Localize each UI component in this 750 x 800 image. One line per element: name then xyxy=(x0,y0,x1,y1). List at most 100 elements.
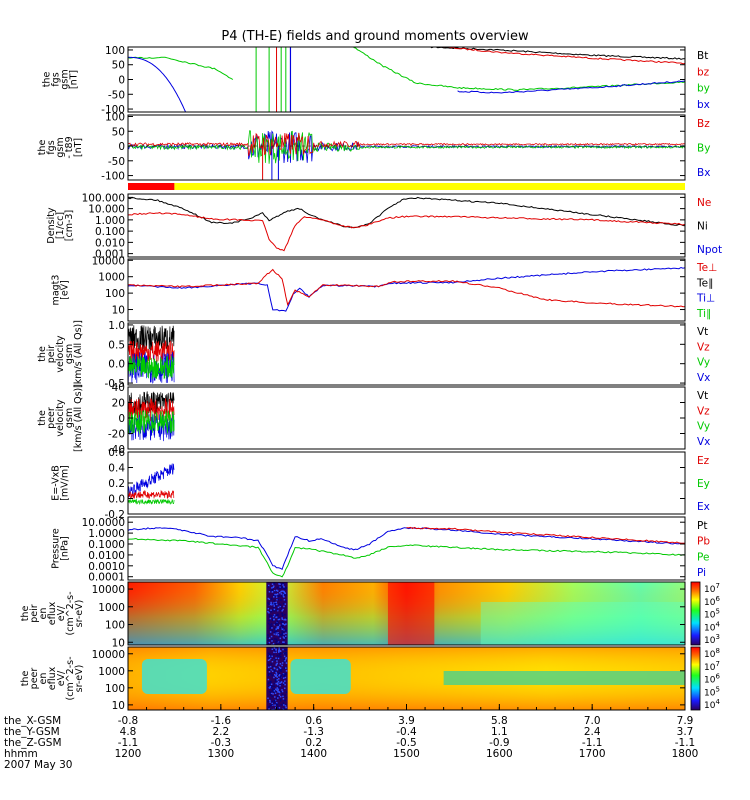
y-axis-label: the xyxy=(20,606,31,622)
y-tick-label: 0.2 xyxy=(108,478,125,490)
legend-density-2: Npot xyxy=(697,244,722,256)
y-tick-label: 10 xyxy=(112,700,125,712)
legend-fgs_t89-1: By xyxy=(697,143,710,155)
chart-title: P4 (TH-E) fields and ground moments over… xyxy=(221,29,529,44)
colorbar-scale xyxy=(690,646,701,711)
series-pressure-Pb xyxy=(406,526,685,544)
x-row-value: 1200 xyxy=(115,748,142,760)
x-row-value: -0.9 xyxy=(489,737,510,749)
x-row-value: 1300 xyxy=(207,748,234,760)
legend-peir_velocity-1: Vz xyxy=(697,341,710,353)
y-axis-label: sr-eV) xyxy=(74,665,85,693)
y-axis-label: [nT] xyxy=(69,70,80,89)
y-tick-label: -100 xyxy=(101,104,125,116)
y-axis-label: [km/s (All Qs)] xyxy=(73,384,84,452)
y-axis-label: the xyxy=(37,410,48,426)
y-tick-label: -20 xyxy=(108,429,125,441)
legend-peir_velocity-0: Vt xyxy=(697,326,708,338)
series-fgs-by2 xyxy=(353,47,685,92)
colorbar-label: 104 xyxy=(704,698,720,711)
y-axis-label: eflux xyxy=(47,666,58,690)
legend-peer_velocity-1: Vz xyxy=(697,405,710,417)
y-tick-label: -100 xyxy=(101,171,125,183)
panel-magt3: 10000 1000 100 10 magt3[eV] Te⊥ Te∥ Ti⊥ Ti∥ xyxy=(51,255,717,322)
legend-peer_velocity-3: Vx xyxy=(697,436,710,448)
x-row-value: 0.6 xyxy=(305,715,322,727)
legend-pressure-1: Pb xyxy=(697,536,710,548)
legend-fgs_t89-0: Bz xyxy=(697,118,710,130)
y-tick-label: 10.000 xyxy=(88,204,125,216)
x-row-label: the_Z-GSM xyxy=(4,737,62,749)
x-row-label: hhmm xyxy=(4,748,38,760)
y-tick-label: 0 xyxy=(118,413,125,425)
y-tick-label: 0.010 xyxy=(95,237,125,249)
legend-pressure-3: Pi xyxy=(697,567,706,579)
x-axis-date: 2007 May 30 xyxy=(4,759,72,771)
series-fgs-bx-drop xyxy=(128,56,187,112)
legend-magt3-1: Te∥ xyxy=(696,277,713,289)
y-axis-label: sr-eV) xyxy=(74,600,85,628)
panel-frame xyxy=(127,114,686,181)
y-tick-label: 100 xyxy=(105,288,125,300)
y-tick-label: 100 xyxy=(105,683,125,695)
series-density-Ni xyxy=(128,196,685,229)
y-tick-label: 10000 xyxy=(92,255,125,267)
colorbar-label: 105 xyxy=(704,685,720,698)
panel-efield: 0.6 0.4 0.2 0.0 -0.2 E=-VxB[mV/m] Ez Ey Ex xyxy=(51,447,710,521)
x-row-value: 1400 xyxy=(300,748,327,760)
spec-patch-1 xyxy=(290,659,351,694)
y-axis-label: [nPa] xyxy=(60,536,71,561)
y-tick-label: 1000 xyxy=(98,602,125,614)
x-row-value: 1500 xyxy=(393,748,420,760)
y-tick-label: 100 xyxy=(105,111,125,123)
y-tick-label: -40 xyxy=(108,444,125,456)
y-tick-label: 0.100 xyxy=(95,226,125,238)
spec-hot-region xyxy=(387,582,435,645)
legend-density-0: Ne xyxy=(697,197,711,209)
y-axis-label: eflux xyxy=(47,601,58,625)
y-tick-label: 40 xyxy=(112,382,125,394)
x-row-value: 5.8 xyxy=(491,715,508,727)
y-axis-label: Density xyxy=(46,207,57,243)
colorbar-label: 105 xyxy=(704,608,720,621)
y-axis-label: [1/cc] xyxy=(55,212,66,239)
x-row-value: -0.8 xyxy=(118,715,139,727)
series-fgs-t89-Bz xyxy=(128,132,685,156)
series-efield-Ey xyxy=(128,498,175,505)
x-row-value: 0.2 xyxy=(305,737,322,749)
legend-peir_velocity-2: Vy xyxy=(697,357,710,369)
panel-frame xyxy=(127,322,686,386)
y-axis-label: the xyxy=(20,671,31,687)
series-magt3-Ti xyxy=(128,266,685,312)
x-row-value: 2.4 xyxy=(584,726,601,738)
x-row-value: 2.2 xyxy=(212,726,229,738)
legend-fgs-0: Bt xyxy=(697,50,708,62)
y-tick-label: 10.0000 xyxy=(82,517,125,529)
y-tick-label: 0.5 xyxy=(108,339,125,351)
y-tick-label: 0 xyxy=(118,141,125,153)
y-axis-label: the xyxy=(37,346,48,362)
panel-frame xyxy=(127,581,686,646)
y-tick-label: 0.0010 xyxy=(88,561,125,573)
legend-magt3-2: Ti⊥ xyxy=(696,293,715,305)
y-axis-label: E=-VxB xyxy=(51,465,62,500)
y-tick-label: 0.0100 xyxy=(88,550,125,562)
y-axis-label: fgs xyxy=(51,72,62,86)
colorbar-label: 108 xyxy=(704,647,720,660)
series-peir-Vy xyxy=(128,355,175,380)
colorbar-label: 104 xyxy=(704,620,720,633)
y-axis-label: gsm xyxy=(60,69,71,89)
series-fgs-Bt xyxy=(429,47,685,60)
colorbar-label: 103 xyxy=(704,633,720,646)
y-tick-label: 100.000 xyxy=(82,192,125,204)
series-magt3-Te xyxy=(128,268,685,308)
panel-frame xyxy=(127,46,686,113)
panel-frame xyxy=(127,516,686,581)
y-tick-label: 50 xyxy=(112,126,125,138)
y-axis-label: en xyxy=(38,608,49,620)
x-row-value: -0.5 xyxy=(396,737,417,749)
